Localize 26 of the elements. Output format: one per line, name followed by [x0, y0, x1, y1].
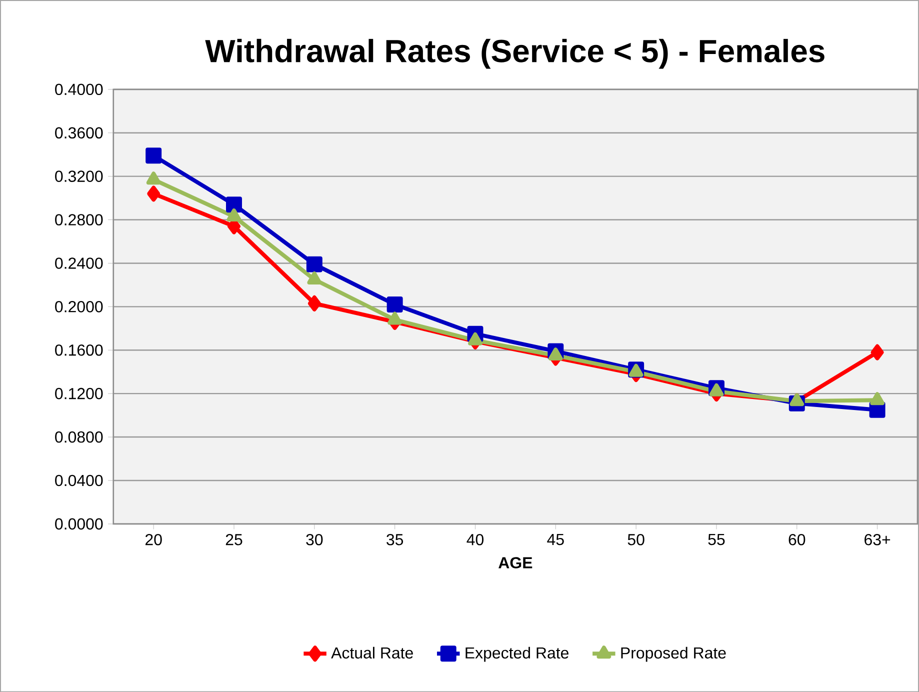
- x-tick-label: 45: [547, 534, 564, 545]
- y-tick-label: 0.0000: [55, 518, 103, 530]
- x-tick-label: 25: [226, 534, 242, 546]
- y-tick-label: 0.3200: [55, 170, 103, 182]
- x-tick-label: 40: [466, 534, 484, 546]
- legend-label: Expected Rate: [466, 646, 568, 662]
- x-tick-label: 63+: [864, 534, 890, 546]
- legend-label: Proposed Rate: [621, 646, 726, 662]
- y-tick-label: 0.4000: [55, 84, 103, 95]
- y-tick-label: 0.0400: [55, 474, 103, 486]
- y-tick-label: 0.3600: [55, 127, 103, 138]
- chart-title: Withdrawal Rates (Service < 5) - Females: [205, 38, 824, 69]
- legend-label: Actual Rate: [331, 646, 413, 658]
- x-tick-label: 30: [306, 534, 323, 546]
- y-tick-label: 0.2400: [55, 257, 103, 269]
- y-tick-label: 0.0800: [55, 431, 103, 443]
- y-tick-label: 0.1200: [55, 388, 103, 400]
- x-tick-label: 20: [145, 534, 162, 546]
- x-tick-label: 50: [628, 534, 644, 546]
- y-tick-label: 0.2000: [55, 300, 103, 312]
- y-tick-label: 0.1600: [55, 344, 103, 356]
- y-tick-label: 0.2800: [55, 214, 103, 226]
- x-tick-label: 60: [788, 534, 806, 546]
- x-tick-label: 35: [386, 534, 404, 546]
- x-tick-label: 55: [708, 534, 725, 545]
- x-axis-title: AGE: [498, 556, 532, 568]
